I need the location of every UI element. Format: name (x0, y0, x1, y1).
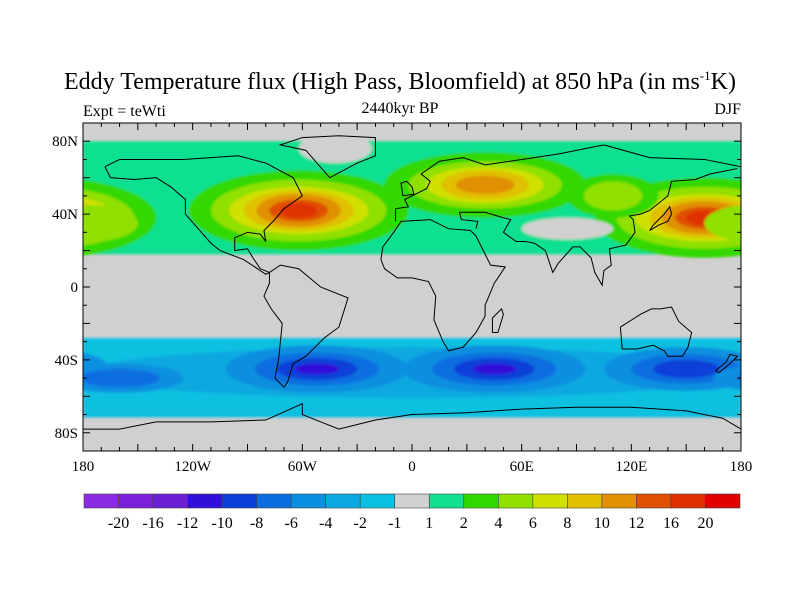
y-tick-label: 0 (71, 280, 79, 296)
plot-subtitle: 2440kyr BP (361, 100, 439, 117)
colorbar-box (118, 493, 154, 509)
contour-level (704, 205, 741, 242)
coastline (491, 307, 504, 334)
colorbar-box (463, 493, 499, 509)
colorbar-label: 16 (663, 515, 679, 532)
y-tick-label: 40S (55, 353, 78, 369)
colorbar-label: -8 (250, 515, 263, 532)
colorbar-box (359, 493, 396, 509)
colorbar-box (394, 493, 430, 509)
colorbar: -20 -16 -12 -10 -8 -6 -4 -2 -1 1 2 4 6 8 10 12 16 20 (83, 493, 741, 532)
x-tick-label: 120E (615, 459, 647, 475)
title-text: Eddy Temperature flux (High Pass, Bloomf… (64, 69, 700, 95)
contour-level (472, 363, 517, 375)
colorbar-label: 1 (425, 515, 433, 532)
colorbar-label: 20 (697, 515, 713, 532)
colorbar-label: -4 (319, 515, 332, 532)
colorbar-label: -1 (388, 515, 401, 532)
colorbar-box (636, 493, 672, 509)
colorbar-box (670, 493, 706, 509)
x-tick-label: 180 (730, 459, 753, 475)
contour-level (653, 359, 720, 379)
colorbar-label: -20 (108, 515, 129, 532)
y-tick-label: 80S (55, 426, 78, 442)
colorbar-label: 4 (494, 515, 502, 532)
contour-level (83, 369, 160, 388)
colorbar-box (290, 493, 326, 509)
colorbar-box (187, 493, 223, 509)
colorbar-label: 8 (563, 515, 571, 532)
coastline (278, 135, 376, 179)
coastline (263, 264, 349, 389)
y-tick-label: 40N (52, 207, 78, 223)
contour-level (0, 174, 1, 218)
colorbar-label: 10 (594, 515, 610, 532)
contour-level (294, 363, 339, 375)
colorbar-label: -6 (284, 515, 297, 532)
flux-field (0, 123, 741, 451)
coastline (458, 168, 738, 287)
colorbar-box (221, 493, 257, 509)
coastline (619, 306, 693, 357)
coastline (395, 144, 741, 222)
colorbar-box (532, 493, 568, 509)
colorbar-box (325, 493, 361, 509)
x-tick-label: 0 (408, 459, 416, 475)
coastline (83, 402, 741, 430)
colorbar-box (428, 493, 465, 509)
colorbar-label: -2 (354, 515, 367, 532)
tibet-region (521, 217, 614, 240)
colorbar-box (152, 493, 188, 509)
plot-title: Eddy Temperature flux (High Pass, Bloomf… (0, 68, 800, 96)
colorbar-box (705, 493, 741, 509)
contour-level (737, 374, 741, 382)
x-tick-label: 120W (174, 459, 212, 475)
colorbar-box (498, 493, 534, 509)
field-contours (0, 123, 741, 451)
coastlines (83, 135, 741, 430)
y-tick-label: 80N (52, 134, 78, 150)
coastline (649, 205, 673, 231)
experiment-label: Expt = teWti (83, 103, 166, 120)
contour-level (280, 203, 317, 218)
colorbar-label: 6 (529, 515, 537, 532)
contour-level (583, 181, 643, 211)
contour-level (455, 175, 515, 195)
x-tick-label: 60E (510, 459, 534, 475)
title-superscript: -1 (699, 68, 711, 83)
coastline (715, 353, 739, 374)
season-label: DJF (714, 101, 741, 118)
greenland-region (298, 133, 372, 164)
coastline (380, 219, 507, 352)
colorbar-label: -16 (142, 515, 163, 532)
colorbar-box (567, 493, 603, 509)
colorbar-label: 2 (460, 515, 468, 532)
coastline (400, 180, 415, 197)
contour-level (83, 205, 138, 242)
colorbar-label: 12 (628, 515, 644, 532)
coastline (104, 155, 303, 275)
x-tick-label: 180 (72, 459, 95, 475)
axis-ticks: 180 120W 60W 0 60E 120E 180 80N 40N 0 40S 80S (52, 122, 753, 475)
colorbar-label: -12 (177, 515, 198, 532)
colorbar-box (83, 493, 119, 509)
colorbar-box (601, 493, 637, 509)
x-tick-label: 60W (288, 459, 318, 475)
contour-level (0, 360, 61, 378)
title-end: K) (710, 69, 736, 95)
colorbar-label: -10 (211, 515, 232, 532)
colorbar-box (256, 493, 292, 509)
